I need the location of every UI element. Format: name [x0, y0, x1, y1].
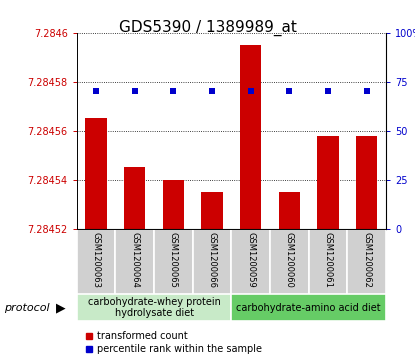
Text: GSM1200066: GSM1200066 [208, 232, 217, 288]
Point [363, 89, 370, 94]
Text: carbohydrate-amino acid diet: carbohydrate-amino acid diet [237, 303, 381, 313]
Point [132, 89, 138, 94]
Bar [309, 229, 347, 294]
Text: GSM1200059: GSM1200059 [246, 232, 255, 288]
Bar [232, 294, 386, 321]
Bar [193, 229, 232, 294]
Text: GSM1200065: GSM1200065 [169, 232, 178, 288]
Bar [77, 294, 232, 321]
Point [325, 89, 331, 94]
Text: ▶: ▶ [56, 301, 66, 314]
Text: GSM1200062: GSM1200062 [362, 232, 371, 288]
Bar [154, 229, 193, 294]
Bar [232, 229, 270, 294]
Text: GDS5390 / 1389989_at: GDS5390 / 1389989_at [119, 20, 296, 36]
Text: GSM1200064: GSM1200064 [130, 232, 139, 288]
Bar [317, 136, 339, 229]
Point [170, 89, 177, 94]
Bar [279, 192, 300, 229]
Bar [85, 118, 107, 229]
Text: GSM1200061: GSM1200061 [323, 232, 332, 288]
Bar [347, 229, 386, 294]
Text: GSM1200063: GSM1200063 [92, 232, 100, 288]
Text: protocol: protocol [4, 303, 50, 313]
Point [247, 89, 254, 94]
Point [286, 89, 293, 94]
Bar [163, 180, 184, 229]
Bar [124, 167, 145, 229]
Bar [201, 192, 223, 229]
Point [93, 89, 100, 94]
Point [209, 89, 215, 94]
Legend: transformed count, percentile rank within the sample: transformed count, percentile rank withi… [82, 327, 266, 358]
Bar [356, 136, 377, 229]
Text: carbohydrate-whey protein
hydrolysate diet: carbohydrate-whey protein hydrolysate di… [88, 297, 220, 318]
Bar [115, 229, 154, 294]
Bar [270, 229, 309, 294]
Text: GSM1200060: GSM1200060 [285, 232, 294, 288]
Bar [77, 229, 115, 294]
Bar [240, 45, 261, 229]
